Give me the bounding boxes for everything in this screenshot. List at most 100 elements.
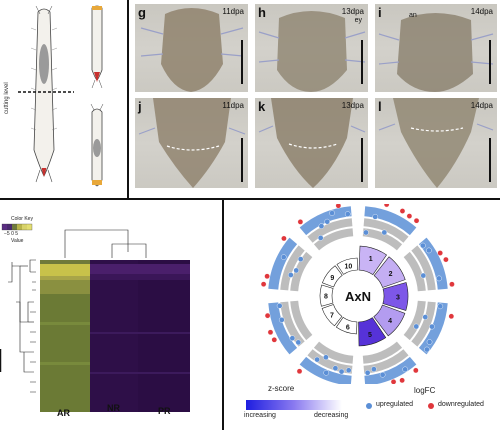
segment-number: 10 (345, 263, 353, 270)
upregulated-point (323, 369, 329, 376)
micrograph-grid: g 11dpa h 13dpa ey i 14dpa an j 11dpa k … (135, 4, 497, 190)
upregulated-point (345, 367, 352, 374)
downregulated-point (413, 367, 419, 374)
term-segment (373, 256, 406, 288)
downregulated-point (335, 202, 342, 209)
upregulated-point (426, 339, 433, 345)
downregulated-point (437, 250, 443, 256)
column-dendrogram (64, 229, 147, 258)
downregulated-point (399, 377, 405, 384)
upregulated-point (295, 339, 302, 346)
upregulated-point (289, 335, 296, 341)
cutting-level-label: cutting level (4, 82, 10, 114)
scale-bar (241, 40, 243, 84)
color-key-value-label: Value (11, 238, 24, 244)
upregulated-point (293, 267, 300, 274)
logfc-ring-inner (403, 251, 426, 292)
micrograph-tile: l 14dpa (375, 98, 497, 188)
center-label: AxN (345, 289, 371, 304)
upregulated-point (371, 366, 377, 372)
heatmap-cells (40, 260, 190, 412)
scale-bar (489, 138, 491, 182)
segment-number: 9 (330, 275, 334, 282)
upregulated-point (379, 371, 386, 378)
downregulated-point (399, 208, 406, 214)
upregulated-point (280, 254, 287, 260)
gene-block (268, 237, 298, 290)
panel-letter: g (138, 5, 146, 20)
downregulated-point (281, 235, 287, 242)
heatmap-graphic (0, 223, 190, 412)
downregulated-point (260, 281, 267, 287)
full-worm-drawing (30, 5, 58, 183)
color-key-title: Color Key (11, 216, 33, 222)
zscore-low-label: increasing (244, 412, 276, 419)
upregulated-point (297, 256, 304, 262)
upregulated-point (344, 211, 351, 217)
downregulated-point (297, 219, 304, 225)
logfc-ring-inner (313, 341, 354, 364)
worm-image (378, 13, 494, 92)
posterior-fragment-drawing (91, 5, 103, 89)
antenna-annotation: an (409, 12, 417, 19)
planarian-schematic (18, 5, 104, 187)
column-label-pr: PR (158, 406, 171, 416)
downregulated-point (296, 368, 303, 375)
panel-letter: h (258, 5, 266, 20)
color-key (1, 223, 33, 231)
gene-block (268, 302, 298, 355)
scale-bar (361, 138, 363, 182)
days-post-amputation: 11dpa (222, 7, 244, 16)
days-post-amputation: 13dpa (341, 101, 364, 110)
upregulated-label: upregulated (376, 401, 413, 408)
micrograph-tile: g 11dpa (135, 4, 248, 92)
color-key-ticks: −5 0 5 (4, 231, 19, 237)
upregulated-point (318, 223, 325, 229)
downregulated-point (383, 201, 390, 208)
panel-letter: j (138, 99, 142, 114)
upregulated-point (276, 303, 283, 309)
logfc-ring-inner (362, 228, 403, 251)
zscore-gradient-bar (246, 400, 342, 410)
term-segment (321, 304, 343, 327)
upregulated-point (437, 303, 444, 310)
logfc-ring-inner (313, 228, 354, 251)
worm-image (140, 8, 244, 92)
heatmap-panel: Color Key −5 0 5 Value AR NR PR (0, 202, 220, 430)
days-post-amputation: 14dpa (470, 101, 493, 110)
row-dendrogram (8, 259, 36, 393)
term-segment (373, 304, 406, 337)
logfc-title: logFC (414, 386, 436, 395)
top-divider-vertical (127, 0, 129, 198)
segment-number: 7 (330, 313, 334, 320)
term-segment (358, 317, 387, 347)
upregulated-point (420, 242, 426, 249)
downregulated-point (264, 273, 270, 280)
downregulated-point (406, 213, 413, 219)
upregulated-point (426, 247, 432, 254)
upregulated-point (323, 354, 329, 361)
worm-image (258, 11, 366, 92)
upregulated-point (413, 323, 420, 330)
circos-plot: 1 2 3 4 5 6 7 8 9 10 AxN (260, 201, 455, 386)
downregulated-point (448, 313, 455, 320)
eye-annotation: ey (354, 17, 362, 24)
upregulated-point (402, 366, 408, 373)
panel-letter: i (378, 5, 382, 20)
logfc-ring-middle (411, 301, 436, 347)
days-post-amputation: 14dpa (470, 7, 493, 16)
upregulated-dot (366, 403, 372, 409)
gene-block (364, 356, 417, 386)
upregulated-point (424, 346, 430, 353)
zscore-title: z-score (268, 384, 295, 393)
upregulated-point (381, 229, 388, 236)
upregulated-point (329, 210, 335, 216)
scale-bar (241, 138, 243, 182)
bottom-divider-vertical (222, 200, 224, 430)
middle-divider-horizontal (0, 198, 500, 200)
micrograph-tile: h 13dpa ey (255, 4, 368, 92)
segment-number: 5 (368, 332, 372, 339)
panel-letter: k (258, 99, 266, 114)
upregulated-point (436, 275, 442, 282)
micrograph-tile: j 11dpa (135, 98, 248, 188)
